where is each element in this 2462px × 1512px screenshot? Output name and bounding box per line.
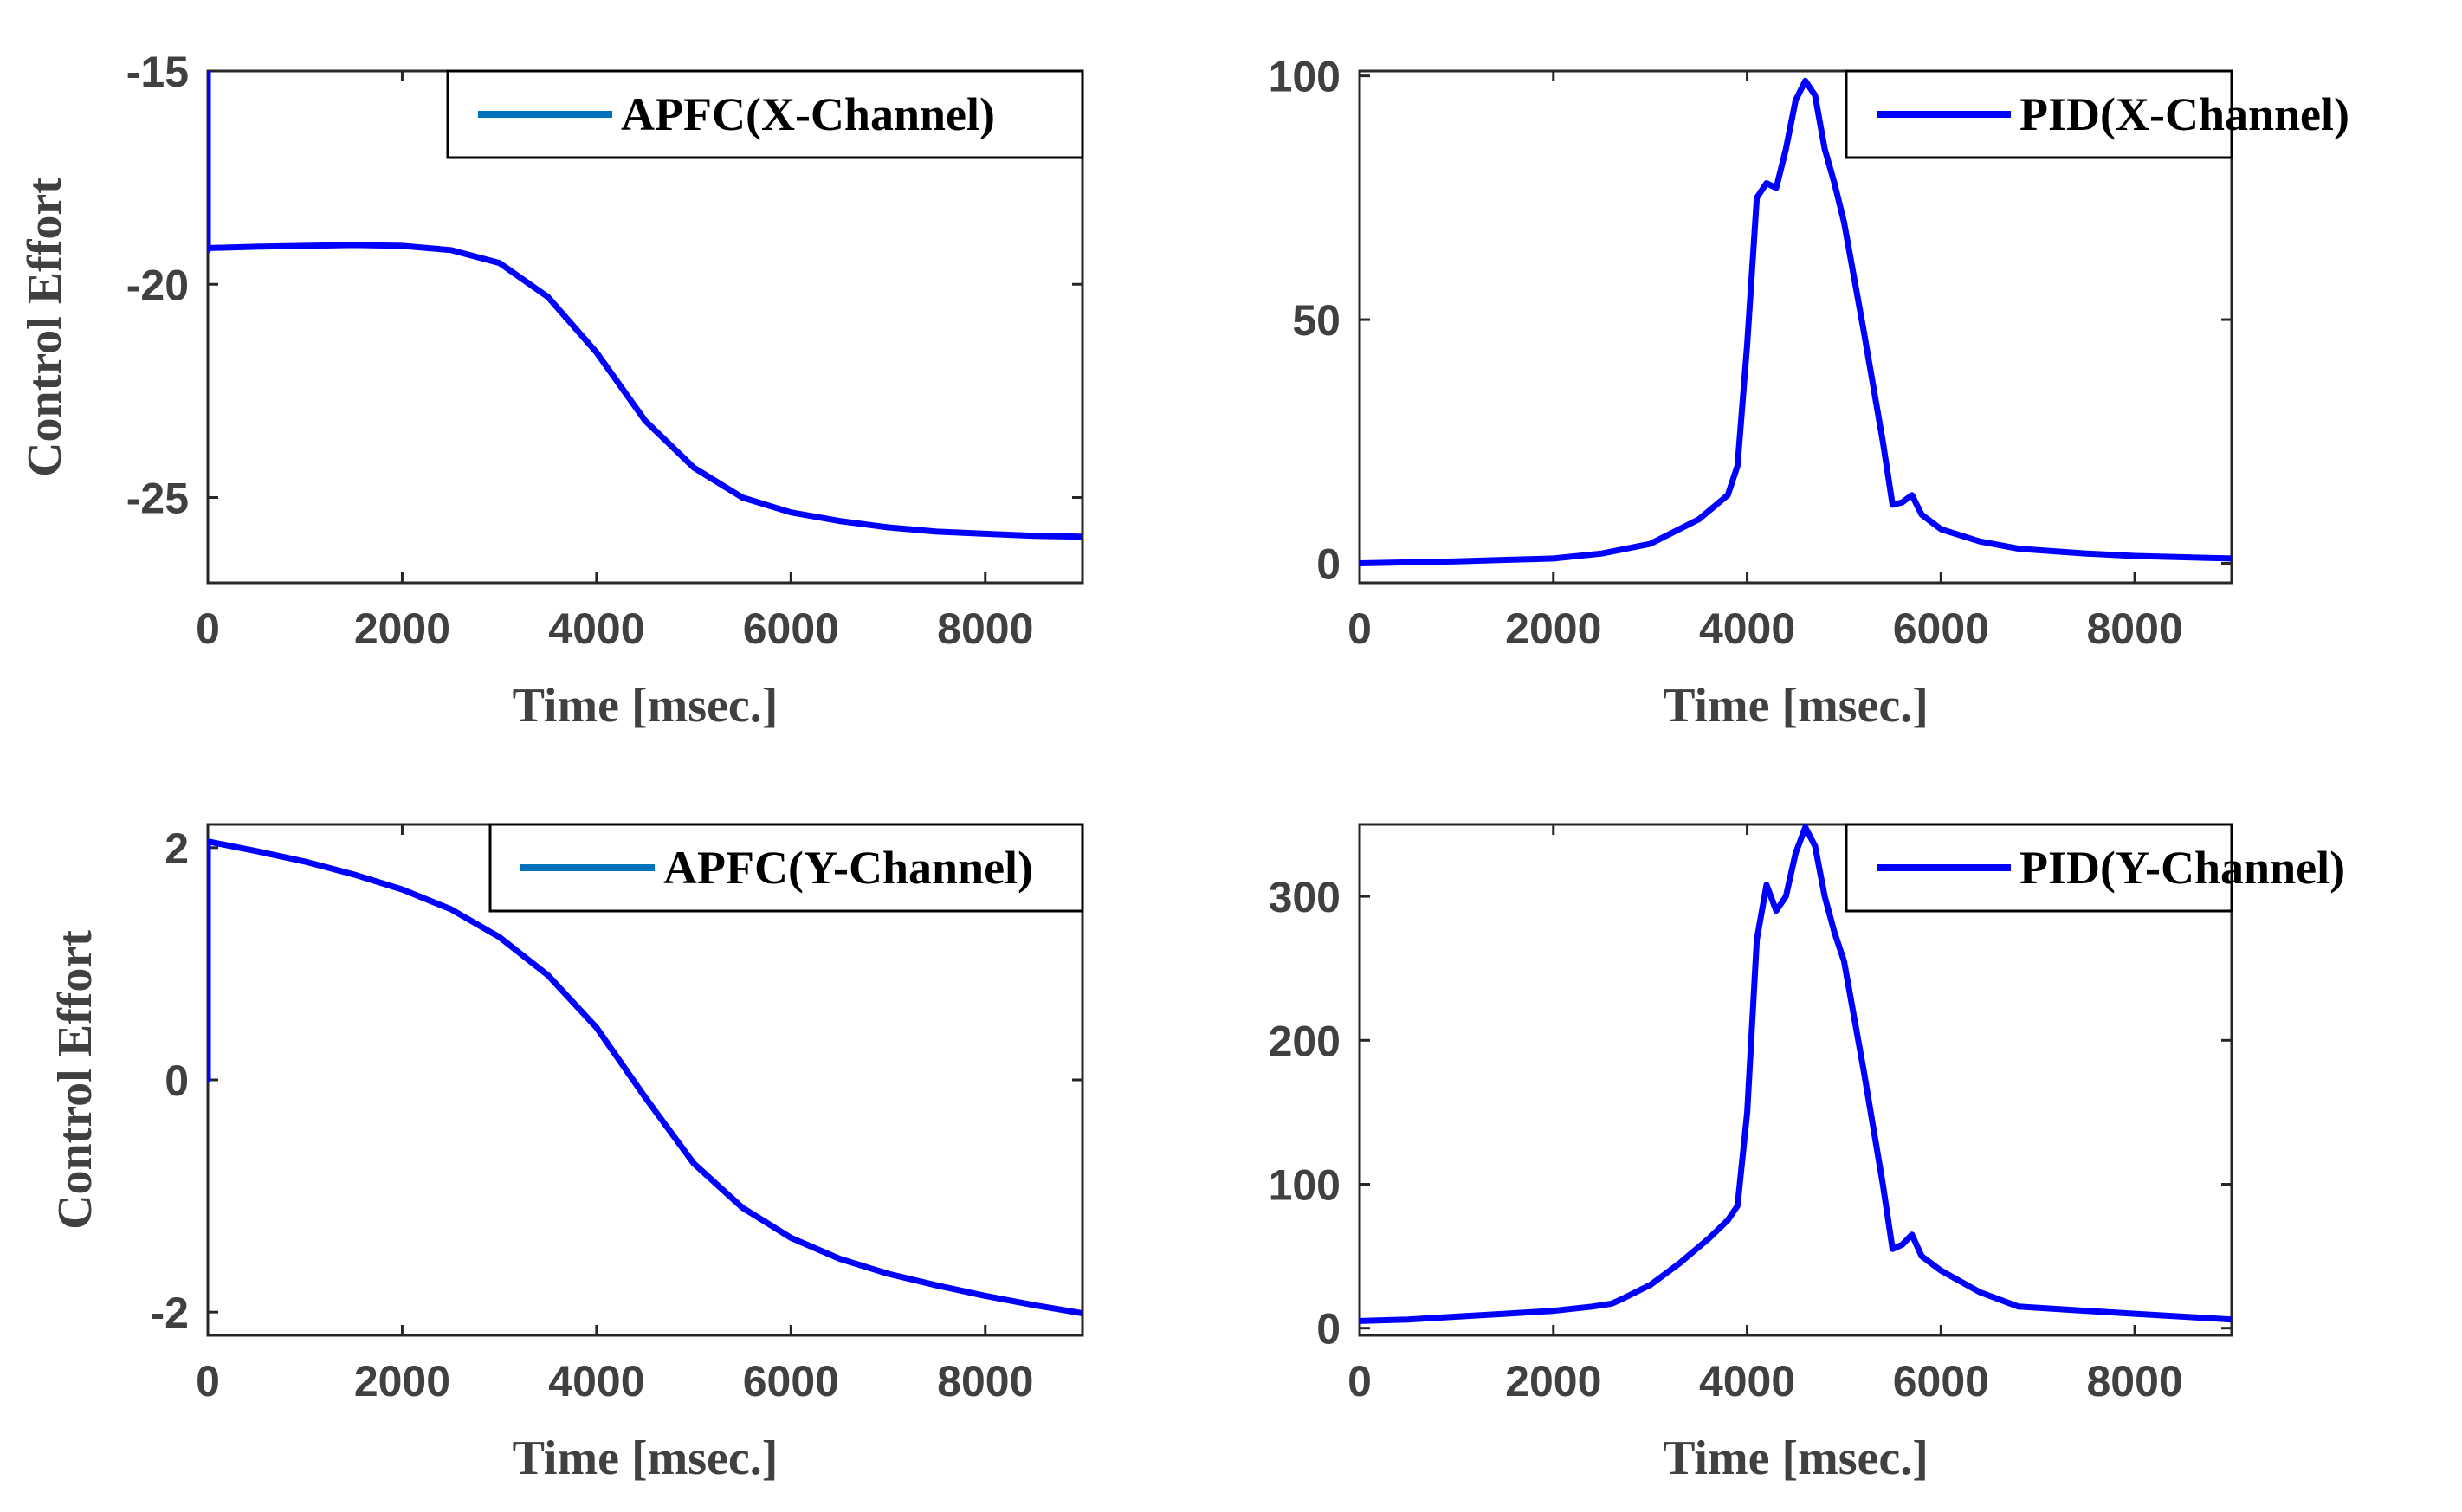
legend: APFC(Y-Channel) bbox=[488, 823, 1084, 913]
x-axis-label: Time [msec.] bbox=[513, 1431, 779, 1485]
legend: PID(X-Channel) bbox=[1845, 69, 2349, 159]
y-tick-label: -25 bbox=[126, 475, 189, 523]
x-tick-label: 0 bbox=[1347, 1357, 1372, 1405]
y-tick-label: 0 bbox=[1316, 540, 1341, 588]
y-tick-label: 200 bbox=[1269, 1017, 1341, 1065]
chart-panel-4: 0 2000 4000 6000 8000 0 100 200 300 Time [msec.] P… bbox=[1269, 823, 2345, 1485]
x-axis-label: Time [msec.] bbox=[513, 679, 779, 733]
series-line bbox=[208, 838, 1082, 1316]
y-tick-label: 300 bbox=[1269, 873, 1341, 921]
x-tick-label: 4000 bbox=[1699, 604, 1795, 653]
y-tick-label: 0 bbox=[165, 1056, 189, 1105]
legend: APFC(X-Channel) bbox=[446, 69, 1084, 159]
x-tick-label: 0 bbox=[1347, 604, 1372, 653]
x-tick-label: 8000 bbox=[937, 604, 1033, 653]
x-tick-label: 8000 bbox=[2086, 1357, 2182, 1405]
series-line bbox=[1360, 824, 2232, 1324]
series-line bbox=[1360, 77, 2232, 566]
x-tick-label: 4000 bbox=[548, 1357, 644, 1405]
x-tick-label: 6000 bbox=[1893, 1357, 1989, 1405]
y-tick-label: -15 bbox=[126, 48, 189, 96]
y-tick-label: -2 bbox=[151, 1289, 189, 1337]
y-tick-label: -20 bbox=[126, 261, 189, 309]
x-tick-label: 6000 bbox=[1893, 604, 1989, 653]
x-tick-label: 0 bbox=[196, 1357, 220, 1405]
legend-label: PID(Y-Channel) bbox=[2019, 842, 2345, 894]
y-tick-label: 2 bbox=[165, 824, 189, 873]
legend-label: APFC(X-Channel) bbox=[621, 88, 995, 140]
x-tick-label: 0 bbox=[196, 604, 220, 653]
legend-label: APFC(Y-Channel) bbox=[663, 842, 1033, 894]
x-tick-label: 6000 bbox=[743, 1357, 839, 1405]
chart-panel-1: 0 2000 4000 6000 8000 -15 -20 -25 Time [msec.] Co… bbox=[18, 48, 1084, 733]
chart-panel-2: 0 2000 4000 6000 8000 0 50 100 Time [msec.] PID(X… bbox=[1269, 53, 2349, 733]
y-tick-label: 50 bbox=[1292, 296, 1341, 345]
series-line bbox=[208, 71, 1082, 540]
legend: PID(Y-Channel) bbox=[1845, 823, 2345, 913]
x-tick-label: 4000 bbox=[548, 604, 644, 653]
legend-label: PID(X-Channel) bbox=[2019, 88, 2349, 140]
x-tick-label: 4000 bbox=[1699, 1357, 1795, 1405]
x-tick-label: 2000 bbox=[1505, 1357, 1601, 1405]
x-tick-label: 2000 bbox=[1505, 604, 1601, 653]
x-tick-label: 2000 bbox=[354, 1357, 450, 1405]
x-tick-label: 8000 bbox=[2086, 604, 2182, 653]
y-axis-label: Control Effort bbox=[48, 930, 102, 1230]
x-axis-label: Time [msec.] bbox=[1663, 679, 1929, 733]
y-tick-label: 100 bbox=[1269, 1160, 1341, 1209]
y-tick-label: 100 bbox=[1269, 53, 1341, 101]
x-tick-label: 8000 bbox=[937, 1357, 1033, 1405]
x-tick-label: 2000 bbox=[354, 604, 450, 653]
x-tick-label: 6000 bbox=[743, 604, 839, 653]
y-axis-label: Control Effort bbox=[18, 178, 72, 477]
y-tick-label: 0 bbox=[1316, 1305, 1341, 1354]
x-axis-label: Time [msec.] bbox=[1663, 1431, 1929, 1485]
